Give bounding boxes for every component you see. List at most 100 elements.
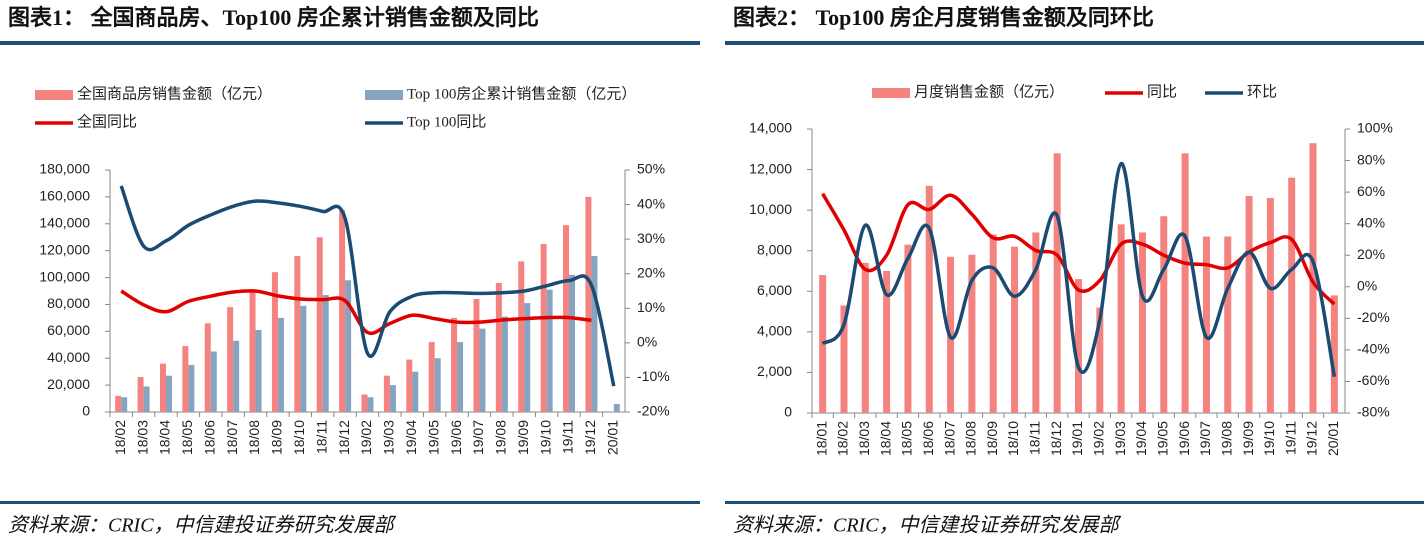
bar [1288,177,1296,413]
bar [1330,295,1338,413]
bar [345,280,352,412]
y-tick-label: 0 [82,403,90,419]
x-tick-label: 18/06 [920,421,936,456]
bar [428,342,435,412]
x-tick-label: 18/09 [269,420,285,455]
x-tick-label: 19/06 [1176,421,1192,456]
bar [518,261,525,412]
y2-tick-label: -10% [637,368,670,384]
y-tick-label: 2,000 [757,363,792,379]
legend-label: 月度销售金额（亿元） [914,83,1064,100]
bar [159,363,166,412]
x-tick-label: 20/01 [605,420,621,455]
x-tick-label: 19/05 [1154,421,1170,456]
y2-tick-label: 60% [1357,183,1385,199]
x-tick-label: 19/07 [1197,421,1213,456]
y2-tick-label: 100% [1357,120,1393,136]
footer-rule [725,501,1424,504]
bar [1053,153,1061,414]
y-tick-label: 6,000 [757,282,792,298]
bar [1138,232,1146,413]
x-tick-label: 18/12 [336,420,352,455]
bar [819,275,827,413]
y2-tick-label: -80% [1357,404,1390,420]
legend-label: 环比 [1247,83,1277,100]
x-tick-label: 19/06 [448,420,464,455]
bar [412,371,419,412]
y2-tick-label: 0% [637,334,657,350]
y-tick-label: 20,000 [47,376,90,392]
x-tick-label: 18/04 [877,421,893,456]
bar [188,364,195,412]
legend-label: Top 100同比 [407,113,486,130]
bar [406,359,413,412]
source-note: 资料来源：CRIC，中信建投证券研究发展部 [8,515,397,537]
x-tick-label: 18/08 [246,420,262,455]
x-tick-label: 18/01 [813,421,829,456]
y-tick-label: 180,000 [39,161,90,177]
legend-swatch [35,90,73,100]
line-series [119,185,616,387]
y2-tick-label: 50% [637,161,665,177]
bar [1224,236,1232,413]
legend-swatch [872,88,910,98]
y2-tick-label: 20% [1357,246,1385,262]
bar [1181,153,1189,414]
bar [143,386,150,412]
bar [883,271,891,413]
y2-tick-label: 80% [1357,151,1385,167]
x-tick-label: 19/10 [537,420,553,455]
bar [861,262,869,413]
x-tick-label: 18/07 [941,421,957,456]
x-tick-label: 19/08 [1218,421,1234,456]
header-rule [0,41,700,45]
bar [1011,246,1019,413]
bar [294,256,301,412]
x-tick-label: 18/04 [157,420,173,455]
y-tick-label: 160,000 [39,188,90,204]
bar [613,403,620,412]
legend-label: 同比 [1147,83,1177,100]
x-tick-label: 19/02 [358,420,374,455]
x-tick-label: 19/09 [1240,421,1256,456]
y2-tick-label: 40% [1357,214,1385,230]
bar [457,342,464,412]
x-tick-label: 18/05 [899,421,915,456]
y-tick-label: 8,000 [757,241,792,257]
bar [495,282,502,412]
y2-tick-label: -60% [1357,372,1390,388]
bar [479,328,486,412]
y2-tick-label: 30% [637,230,665,246]
x-tick-label: 18/10 [291,420,307,455]
x-tick-label: 18/06 [201,420,217,455]
bar [925,185,933,413]
legend-swatch [365,90,403,100]
bar [473,299,480,412]
footer-rule [0,501,700,504]
x-tick-label: 18/11 [1027,421,1043,455]
y-tick-label: 0 [784,404,792,420]
bar [339,210,346,412]
bar [968,254,976,413]
bar [1160,216,1168,413]
y2-tick-label: 40% [637,195,665,211]
bar [361,394,368,412]
x-tick-label: 19/07 [470,420,486,455]
bar [383,375,390,412]
y-tick-label: 100,000 [39,268,90,284]
bar [322,295,329,412]
bar [904,244,912,413]
bar [1032,232,1040,413]
bar [1245,195,1253,413]
x-tick-label: 19/04 [1133,421,1149,456]
bar [591,256,598,412]
x-tick-label: 18/02 [835,421,851,456]
bar [524,303,531,412]
bar [1309,143,1317,413]
legend-label: 全国商品房销售金额（亿元） [77,84,272,102]
bar [271,272,278,412]
x-tick-label: 19/12 [1304,421,1320,456]
y2-tick-label: -20% [1357,309,1390,325]
x-tick-label: 18/09 [984,421,1000,456]
